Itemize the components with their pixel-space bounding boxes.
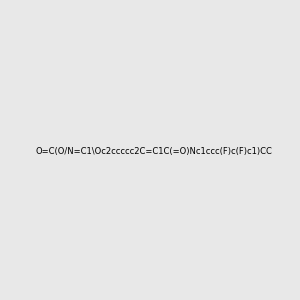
Text: O=C(O/N=C1\Oc2ccccc2C=C1C(=O)Nc1ccc(F)c(F)c1)CC: O=C(O/N=C1\Oc2ccccc2C=C1C(=O)Nc1ccc(F)c(… bbox=[35, 147, 272, 156]
